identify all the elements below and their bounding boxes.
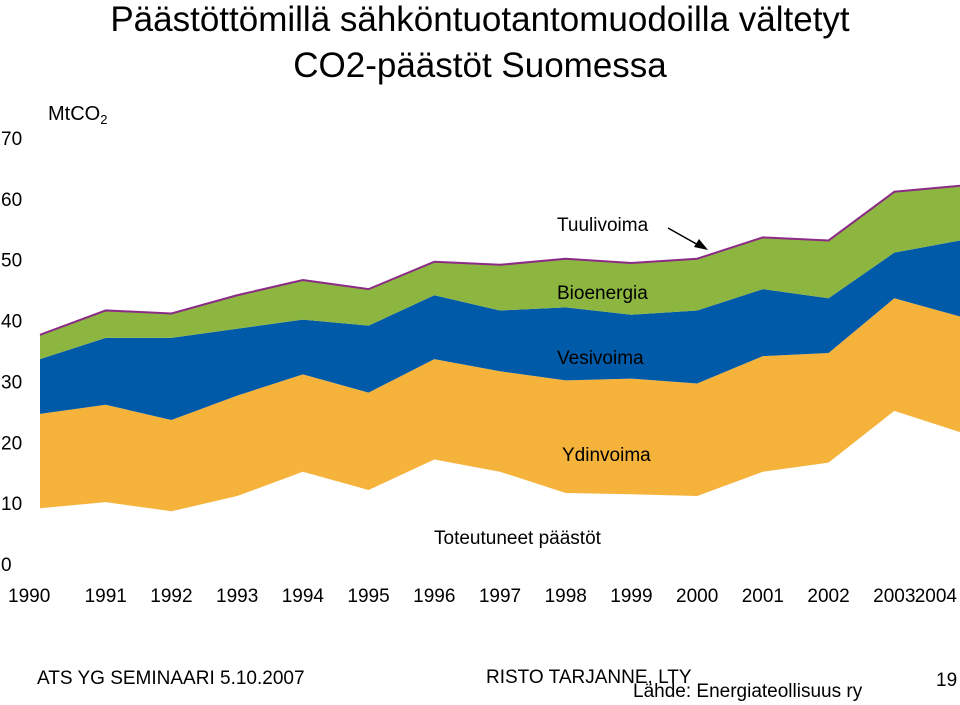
x-tick-label: 2004	[915, 586, 958, 607]
x-tick-label: 1998	[545, 586, 587, 607]
area-toteutuneet-päästöt	[40, 410, 960, 563]
footer-source: Lähde: Energiateollisuus ry	[633, 681, 863, 702]
y-axis-ticks: 0 10 20 30 40 50 60 70	[1, 129, 22, 576]
unit-subscript: 2	[100, 112, 108, 127]
y-tick-label: 50	[1, 251, 22, 272]
chart-areas	[39, 184, 960, 563]
y-tick-label: 0	[1, 555, 12, 576]
area-bioenergia	[40, 185, 960, 360]
annotation-arrow-head	[694, 239, 708, 250]
area-ydinvoima	[40, 298, 960, 512]
y-tick-label: 60	[1, 190, 22, 211]
x-tick-label: 1995	[347, 586, 389, 607]
x-tick-label: 1999	[610, 586, 652, 607]
y-tick-label: 20	[1, 433, 22, 454]
series-label: Vesivoima	[557, 348, 644, 369]
x-tick-label: 2001	[742, 586, 784, 607]
series-label: Tuulivoima	[557, 215, 649, 236]
x-tick-label: 2002	[807, 586, 849, 607]
x-tick-label: 1990	[8, 586, 50, 607]
chart-title-line2: CO2-päästöt Suomessa	[293, 46, 667, 85]
area-vesivoima	[40, 240, 960, 420]
x-tick-label: 1991	[85, 586, 127, 607]
series-label: Toteutuneet päästöt	[434, 528, 602, 549]
footer-event: ATS YG SEMINAARI 5.10.2007	[37, 668, 305, 689]
y-tick-label: 40	[1, 312, 22, 333]
x-tick-label: 1994	[282, 586, 325, 607]
series-labels: Tuulivoima Bioenergia Vesivoima Ydinvoima To…	[434, 215, 708, 549]
y-tick-label: 30	[1, 372, 22, 393]
x-tick-label: 1997	[479, 586, 521, 607]
y-tick-label: 10	[1, 494, 22, 515]
unit-main: MtCO	[48, 103, 101, 125]
x-tick-label: 1996	[413, 586, 455, 607]
annotation-arrow-line	[667, 227, 701, 247]
x-tick-label: 2000	[676, 586, 718, 607]
y-tick-label: 70	[1, 129, 22, 150]
series-label: Ydinvoima	[562, 445, 651, 466]
footer-author: RISTO TARJANNE, LTY	[486, 667, 692, 688]
x-tick-label: 1993	[216, 586, 258, 607]
y-axis-unit: MtCO2	[48, 103, 107, 127]
chart-title-line1: Päästöttömillä sähköntuotantomuodoilla v…	[110, 0, 850, 39]
x-axis-ticks: 1990 1991 1992 1993 1994 1995 1996 1997 1998 1999…	[8, 586, 957, 607]
x-tick-label: 2003	[873, 586, 915, 607]
series-label: Bioenergia	[557, 283, 648, 304]
line-tuulivoima	[39, 184, 960, 336]
footer-page-number: 19	[936, 670, 958, 691]
x-tick-label: 1992	[150, 586, 192, 607]
